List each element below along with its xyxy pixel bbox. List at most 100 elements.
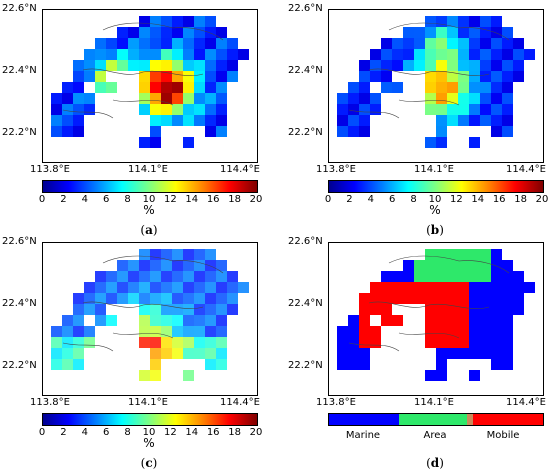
- grid-cell: [513, 49, 524, 60]
- grid-cell: [458, 93, 469, 104]
- grid-cell: [480, 260, 491, 271]
- grid-cell: [502, 359, 513, 370]
- grid-cell: [469, 249, 480, 260]
- grid-cell: [150, 27, 161, 38]
- grid-cell: [62, 315, 73, 326]
- grid-cell: [469, 326, 480, 337]
- grid-cell: [348, 315, 359, 326]
- caption-b: (b): [426, 223, 444, 237]
- grid-cell: [150, 359, 161, 370]
- grid-cell: [216, 49, 227, 60]
- grid-cell: [425, 315, 436, 326]
- legend-swatch-mobile: [473, 414, 543, 425]
- grid-cell: [491, 326, 502, 337]
- grid-cell: [425, 38, 436, 49]
- colorbar-tick-label: 0: [38, 194, 46, 205]
- grid-cell: [359, 304, 370, 315]
- grid-cell: [172, 71, 183, 82]
- grid-cell: [447, 282, 458, 293]
- grid-cell: [370, 49, 381, 60]
- grid-cell: [491, 82, 502, 93]
- grid-cell: [370, 93, 381, 104]
- lat-label-22-6: 22.6°N: [2, 236, 37, 247]
- grid-cell: [183, 104, 194, 115]
- grid-cell: [425, 60, 436, 71]
- grid-cell: [458, 71, 469, 82]
- grid-cell: [227, 71, 238, 82]
- grid-cell: [469, 93, 480, 104]
- grid-cell: [194, 348, 205, 359]
- grid-cell: [491, 249, 502, 260]
- grid-cell: [491, 16, 502, 27]
- colorbar-tick-label: 8: [124, 194, 131, 205]
- grid-cell: [480, 60, 491, 71]
- grid-cell: [491, 104, 502, 115]
- heatmap-b: [337, 16, 535, 148]
- grid-cell: [194, 60, 205, 71]
- grid-cell: [216, 38, 227, 49]
- grid-cell: [205, 49, 216, 60]
- grid-cell: [469, 49, 480, 60]
- grid-cell: [425, 27, 436, 38]
- grid-cell: [381, 271, 392, 282]
- grid-cell: [359, 115, 370, 126]
- grid-cell: [447, 71, 458, 82]
- grid-cell: [227, 282, 238, 293]
- grid-cell: [359, 126, 370, 137]
- colorbar-tick-label: 20: [249, 427, 263, 438]
- grid-cell: [183, 271, 194, 282]
- grid-cell: [139, 315, 150, 326]
- coastline: [348, 255, 510, 352]
- grid-cell: [139, 370, 150, 381]
- grid-cell: [480, 293, 491, 304]
- grid-cell: [447, 115, 458, 126]
- colorbar-tick-label: 0: [38, 427, 46, 438]
- grid-cell: [491, 282, 502, 293]
- grid-cell: [480, 115, 491, 126]
- grid-cell: [480, 71, 491, 82]
- grid-cell: [216, 126, 227, 137]
- grid-cell: [227, 38, 238, 49]
- grid-cell: [183, 249, 194, 260]
- grid-cell: [370, 104, 381, 115]
- grid-cell: [359, 337, 370, 348]
- grid-cell: [447, 337, 458, 348]
- grid-cell: [359, 60, 370, 71]
- grid-cell: [447, 27, 458, 38]
- grid-cell: [458, 82, 469, 93]
- grid-cell: [161, 16, 172, 27]
- grid-cell: [502, 337, 513, 348]
- grid-cell: [150, 71, 161, 82]
- grid-cell: [161, 71, 172, 82]
- grid-cell: [491, 293, 502, 304]
- colorbar-tick-label: 2: [60, 427, 67, 438]
- grid-cell: [205, 348, 216, 359]
- grid-cell: [106, 38, 117, 49]
- grid-cell: [150, 249, 161, 260]
- grid-cell: [436, 370, 447, 381]
- colorbar-a: [42, 180, 258, 193]
- grid-cell: [73, 60, 84, 71]
- grid-cell: [183, 337, 194, 348]
- grid-cell: [502, 27, 513, 38]
- grid-cell: [150, 282, 161, 293]
- grid-cell: [205, 359, 216, 370]
- grid-cell: [205, 304, 216, 315]
- grid-cell: [491, 315, 502, 326]
- grid-cell: [491, 71, 502, 82]
- grid-cell: [469, 104, 480, 115]
- grid-cell: [502, 60, 513, 71]
- grid-cell: [436, 326, 447, 337]
- grid-cell: [491, 337, 502, 348]
- grid-cell: [458, 315, 469, 326]
- grid-cell: [161, 249, 172, 260]
- grid-cell: [425, 304, 436, 315]
- grid-cell: [150, 370, 161, 381]
- grid-cell: [84, 93, 95, 104]
- grid-cell: [139, 337, 150, 348]
- legend-label-mobile: Mobile: [486, 430, 520, 441]
- lat-label-22-2: 22.2°N: [288, 127, 323, 138]
- grid-cell: [403, 27, 414, 38]
- grid-cell: [62, 93, 73, 104]
- grid-cell: [381, 38, 392, 49]
